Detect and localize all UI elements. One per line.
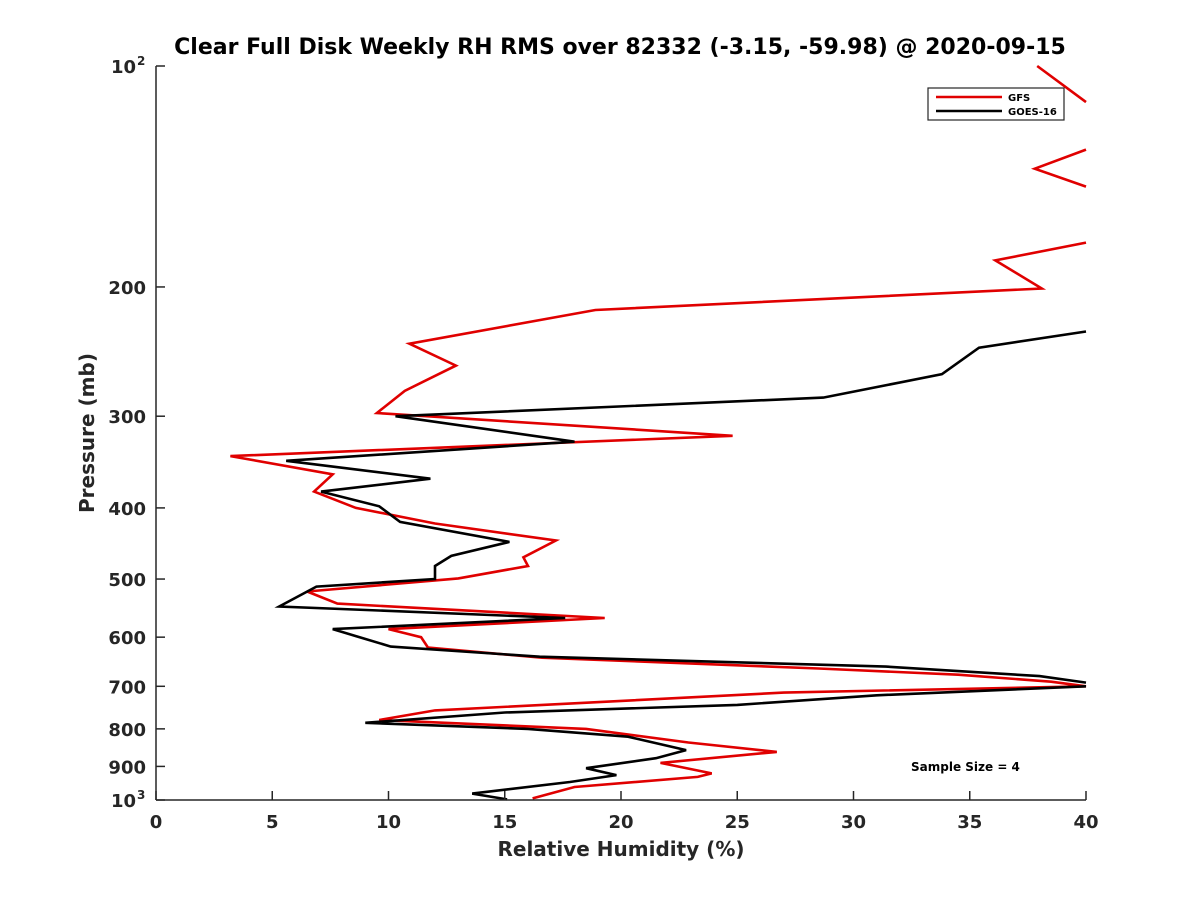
x-axis-label: Relative Humidity (%) — [497, 837, 744, 861]
y-tick-label: 600 — [108, 628, 146, 649]
x-tick-label: 35 — [957, 812, 982, 833]
y-tick-exponent: 3 — [137, 788, 145, 802]
y-tick-label: 500 — [108, 570, 146, 591]
x-tick-label: 5 — [266, 812, 279, 833]
x-tick-label: 15 — [492, 812, 517, 833]
legend-gfs-label: GFS — [1008, 93, 1030, 104]
y-tick-label: 800 — [108, 720, 146, 741]
y-tick-label: 400 — [108, 499, 146, 520]
legend-goes-label: GOES-16 — [1008, 107, 1057, 118]
sample-size-annotation: Sample Size = 4 — [911, 760, 1020, 774]
y-tick-label: 300 — [108, 407, 146, 428]
x-tick-label: 10 — [376, 812, 401, 833]
plot-background — [156, 66, 1086, 800]
series-line-goes-16 — [274, 330, 1087, 801]
x-tick-label: 30 — [841, 812, 866, 833]
y-tick-exponent: 2 — [137, 54, 145, 68]
legend: GFS GOES-16 — [927, 87, 1065, 121]
x-tick-label: 25 — [725, 812, 750, 833]
y-axis-label: Pressure (mb) — [75, 353, 99, 513]
y-tick-label: 700 — [108, 677, 146, 698]
chart-title: Clear Full Disk Weekly RH RMS over 82332… — [174, 35, 1066, 60]
x-tick-label: 20 — [608, 812, 633, 833]
y-tick-label: 200 — [108, 278, 146, 299]
plot-area: 0 5 10 15 20 25 30 35 40 10 220030040050060070080… — [108, 54, 1098, 833]
x-ticks: 0 5 10 15 20 25 30 35 40 — [150, 791, 1099, 833]
x-tick-label: 40 — [1073, 812, 1098, 833]
series-line-gfs — [230, 64, 1087, 800]
series-layer — [230, 64, 1087, 801]
x-tick-label: 0 — [150, 812, 163, 833]
y-tick-label: 10 — [111, 791, 136, 812]
y-tick-label: 900 — [108, 757, 146, 778]
y-tick-label: 10 — [111, 57, 136, 78]
legend-box — [927, 87, 1065, 121]
